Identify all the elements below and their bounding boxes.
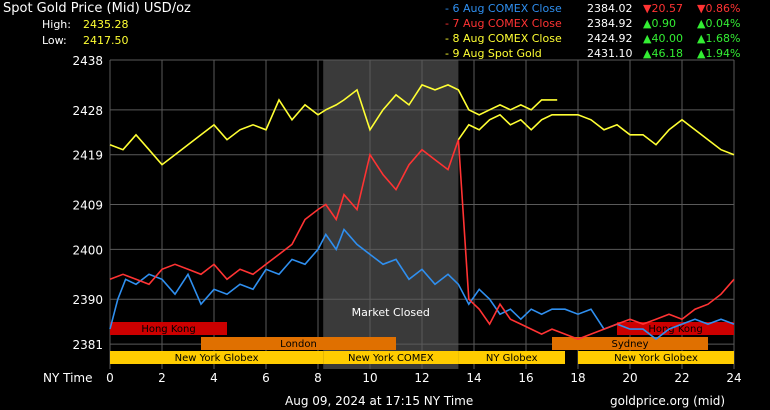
x-tick-label: 20 — [622, 371, 637, 385]
legend-label: - 8 Aug COMEX Close — [445, 32, 562, 45]
legend-label: - 9 Aug Spot Gold — [445, 47, 542, 60]
market-closed-label: Market Closed — [352, 306, 430, 319]
session-bar — [458, 351, 565, 364]
y-tick-label: 2438 — [72, 54, 103, 68]
session-label: New York Globex — [614, 353, 698, 364]
high-label: High: — [42, 18, 71, 31]
series-line-3 — [109, 83, 558, 166]
legend-price: 2384.02 — [587, 2, 633, 15]
session-bar — [201, 337, 396, 350]
legend-label: - 7 Aug COMEX Close — [445, 17, 562, 30]
x-tick-label: 18 — [570, 371, 585, 385]
x-tick-label: 4 — [210, 371, 218, 385]
footer-source: goldprice.org (mid) — [610, 394, 726, 408]
y-tick-label: 2409 — [72, 199, 103, 213]
x-tick-label: 16 — [518, 371, 533, 385]
y-tick-label: 2419 — [72, 149, 103, 163]
series-line-4 — [457, 113, 735, 156]
legend-pct: ▲0.04% — [697, 17, 741, 30]
x-tick-label: 8 — [314, 371, 322, 385]
session-bar — [578, 351, 734, 364]
session-label: Hong Kong — [141, 324, 195, 335]
x-tick-label: 10 — [362, 371, 377, 385]
high-value: 2435.28 — [83, 18, 129, 31]
legend-change: ▲40.00 — [643, 32, 683, 45]
session-bar — [110, 351, 324, 364]
legend-change: ▼20.57 — [643, 2, 683, 15]
legend-change: ▲46.18 — [643, 47, 683, 60]
legend-label: - 6 Aug COMEX Close — [445, 2, 562, 15]
session-label: New York COMEX — [348, 353, 434, 364]
market-closed-region — [323, 60, 459, 369]
session-label: NY Globex — [486, 353, 538, 364]
x-tick-label: 24 — [726, 371, 741, 385]
x-tick-label: 12 — [414, 371, 429, 385]
footer-timestamp: Aug 09, 2024 at 17:15 NY Time — [285, 394, 474, 408]
legend-pct: ▲1.94% — [697, 47, 741, 60]
legend-pct: ▲1.68% — [697, 32, 741, 45]
session-bar — [552, 337, 708, 350]
x-tick-label: 22 — [674, 371, 689, 385]
series-line-2 — [109, 139, 735, 340]
x-tick-label: 2 — [158, 371, 166, 385]
legend-price: 2384.92 — [587, 17, 633, 30]
series-line-1 — [109, 227, 735, 341]
session-label: Sydney — [611, 339, 648, 350]
session-bar — [323, 351, 459, 364]
legend-price: 2424.92 — [587, 32, 633, 45]
session-label: Hong Kong — [648, 324, 702, 335]
chart-title: Spot Gold Price (Mid) USD/oz — [3, 1, 191, 16]
legend-change: ▲0.90 — [643, 17, 676, 30]
y-tick-label: 2381 — [72, 338, 103, 352]
low-label: Low: — [42, 34, 67, 47]
y-tick-label: 2390 — [72, 293, 103, 307]
low-value: 2417.50 — [83, 34, 129, 47]
y-tick-label: 2400 — [72, 243, 103, 257]
legend-pct: ▼0.86% — [697, 2, 741, 15]
x-axis-label: NY Time — [43, 371, 93, 385]
session-bar — [110, 322, 227, 335]
x-tick-label: 0 — [106, 371, 114, 385]
session-label: New York Globex — [175, 353, 259, 364]
legend-price: 2431.10 — [587, 47, 633, 60]
session-label: London — [280, 339, 317, 350]
y-tick-label: 2428 — [72, 104, 103, 118]
x-tick-label: 6 — [262, 371, 270, 385]
x-tick-label: 14 — [466, 371, 481, 385]
